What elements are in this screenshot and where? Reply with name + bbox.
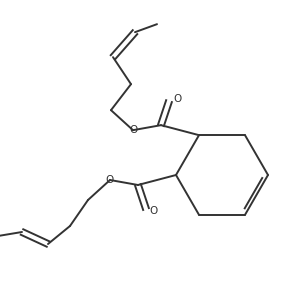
Text: O: O [106, 175, 114, 185]
Text: O: O [150, 206, 158, 216]
Text: O: O [129, 125, 137, 135]
Text: O: O [173, 94, 181, 104]
